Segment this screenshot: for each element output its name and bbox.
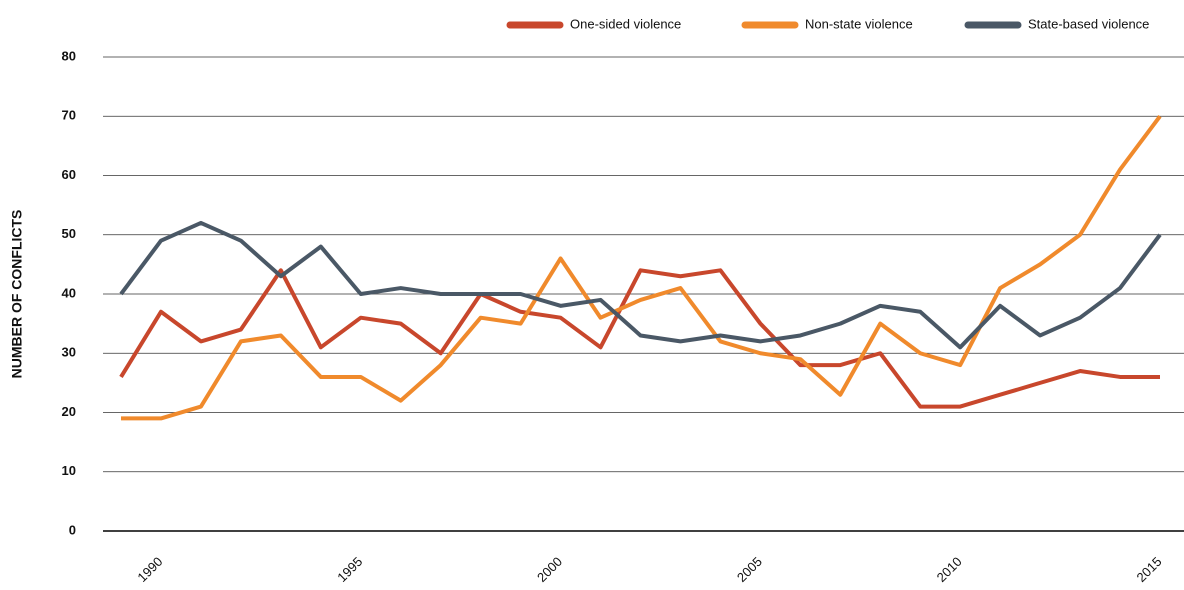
x-tick-label: 2000 — [534, 554, 565, 585]
legend-label: One-sided violence — [570, 16, 681, 31]
series-line — [119, 268, 1160, 409]
y-tick-label: 20 — [62, 404, 76, 419]
legend-label: State-based violence — [1028, 16, 1149, 31]
y-tick-label: 70 — [62, 108, 76, 123]
y-tick-label: 10 — [62, 463, 76, 478]
y-tick-label: 50 — [62, 226, 76, 241]
y-tick-label: 80 — [62, 48, 76, 63]
x-tick-label: 1990 — [134, 554, 165, 585]
legend-label: Non-state violence — [805, 16, 913, 31]
y-tick-label: 30 — [62, 345, 76, 360]
y-tick-label: 40 — [62, 285, 76, 300]
y-tick-label: 60 — [62, 167, 76, 182]
series-line — [121, 115, 1162, 421]
x-tick-label: 1995 — [334, 554, 365, 585]
series-line — [119, 220, 1162, 350]
x-tick-label: 2015 — [1133, 554, 1164, 585]
y-tick-label: 0 — [69, 522, 76, 537]
y-axis-label: NUMBER OF CONFLICTS — [9, 210, 25, 379]
x-tick-label: 2005 — [734, 554, 765, 585]
x-tick-label: 2010 — [934, 554, 965, 585]
